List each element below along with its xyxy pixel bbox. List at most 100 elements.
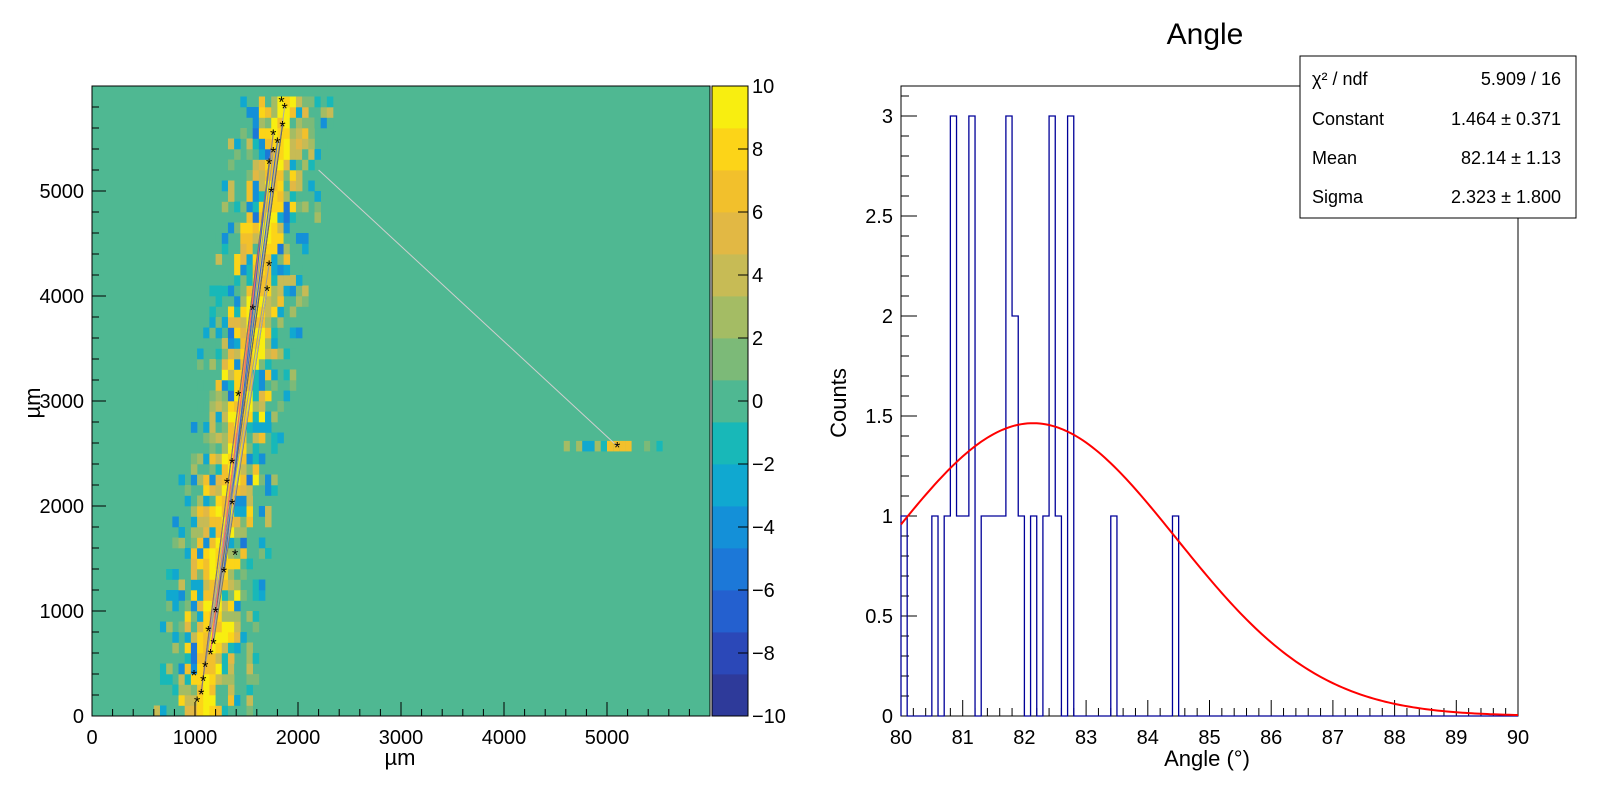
heat-cell — [283, 275, 291, 286]
colorbar-segment — [712, 170, 748, 213]
heat-cell — [271, 138, 278, 150]
heat-cell — [283, 191, 291, 202]
heat-cell — [190, 600, 198, 612]
heat-cell — [178, 705, 185, 717]
heat-cell — [172, 695, 179, 706]
hit-marker: * — [232, 547, 238, 564]
heat-cell — [258, 138, 266, 150]
y-tick-label: 0 — [73, 706, 84, 728]
heat-cell — [283, 128, 291, 139]
heat-cell — [234, 327, 241, 339]
hit-marker: * — [235, 389, 241, 406]
heat-cell — [246, 233, 253, 244]
heat-cell — [221, 380, 229, 391]
hit-marker: * — [274, 136, 280, 153]
heat-cell — [265, 359, 272, 370]
heat-cell — [227, 548, 235, 559]
heat-cell — [258, 432, 266, 444]
heat-cell — [283, 201, 291, 213]
heat-cell — [308, 159, 315, 171]
hit-marker: * — [270, 145, 276, 162]
heat-cell — [607, 440, 614, 452]
heat-cell — [178, 684, 185, 696]
heat-cell — [246, 285, 253, 297]
heat-cell — [240, 537, 247, 549]
heat-cell — [271, 317, 278, 328]
heat-cell — [314, 212, 321, 223]
heat-cell — [172, 537, 179, 549]
colorbar-tick-label: −10 — [752, 706, 786, 728]
heat-cell — [197, 653, 204, 664]
heat-cell — [234, 642, 241, 654]
heat-cell — [283, 212, 291, 223]
heat-cell — [184, 611, 192, 622]
heat-cell — [252, 443, 260, 454]
heat-cell — [252, 453, 260, 465]
heat-cell — [326, 107, 334, 118]
heat-cell — [178, 579, 185, 591]
heat-cell — [227, 527, 235, 538]
heat-cell — [246, 674, 253, 685]
heat-cell — [227, 684, 235, 696]
heat-cell — [271, 212, 278, 223]
heat-cell — [227, 464, 235, 475]
heat-cell — [258, 390, 266, 402]
heat-cell — [656, 440, 663, 452]
heat-cell — [234, 138, 241, 150]
heat-cell — [166, 600, 173, 612]
heat-cell — [289, 149, 297, 160]
heat-cell — [295, 212, 303, 223]
heat-cell — [184, 705, 192, 717]
heat-cell — [178, 674, 185, 685]
y-tick-label: 0.5 — [865, 606, 893, 628]
heat-cell — [265, 275, 272, 286]
heat-cell — [166, 674, 173, 685]
heat-cell — [190, 453, 198, 465]
heat-cell — [184, 516, 192, 528]
heat-cell — [246, 506, 253, 517]
hit-marker: * — [250, 303, 256, 320]
colorbar-tick-label: 8 — [752, 139, 763, 161]
heat-cell — [283, 348, 291, 360]
heat-cell — [258, 485, 266, 496]
heat-cell — [271, 275, 278, 286]
colorbar-tick-label: −2 — [752, 454, 775, 476]
heat-cell — [295, 233, 303, 244]
heat-cell — [178, 474, 185, 486]
heat-cell — [234, 621, 241, 633]
hit-marker: * — [266, 157, 272, 174]
heat-cell — [258, 369, 266, 381]
heat-cell — [246, 264, 253, 276]
heat-cell — [295, 138, 303, 150]
y-tick-label: 2000 — [40, 496, 85, 518]
heat-cell — [289, 275, 297, 286]
heat-cell — [240, 527, 247, 538]
heat-cell — [221, 443, 229, 454]
heat-cell — [172, 516, 179, 528]
heat-cell — [240, 264, 247, 276]
heat-cell — [221, 390, 229, 402]
heat-cell — [209, 317, 216, 328]
heat-cell — [265, 306, 272, 318]
heat-cell — [221, 485, 229, 496]
x-tick-label: 5000 — [585, 727, 630, 749]
heat-cell — [246, 222, 253, 234]
hit-marker: * — [264, 284, 270, 301]
heat-cell — [283, 254, 291, 265]
heat-cell — [258, 117, 266, 129]
colorbar-tick-label: 4 — [752, 265, 763, 287]
heat-cell — [234, 590, 241, 601]
heat-cell — [203, 674, 210, 685]
heat-cell — [271, 264, 278, 276]
heat-cell — [289, 369, 297, 381]
heat-cell — [221, 695, 229, 706]
heat-cell — [234, 338, 241, 349]
heat-cell — [308, 117, 315, 129]
heat-cell — [197, 495, 204, 507]
heat-cell — [215, 506, 223, 517]
heat-cell — [619, 440, 626, 452]
heat-cell — [283, 96, 291, 108]
heat-cell — [277, 432, 284, 444]
heat-cell — [190, 705, 198, 717]
